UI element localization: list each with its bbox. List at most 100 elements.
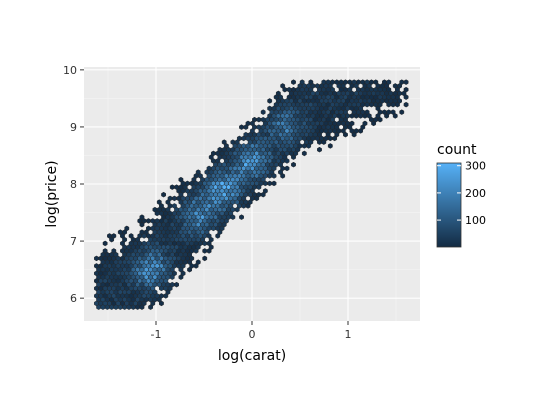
hex-cell <box>284 158 290 164</box>
hex-cell <box>395 101 400 108</box>
hex-cell <box>245 203 251 209</box>
hex-cell <box>211 225 216 232</box>
hex-cell <box>301 143 307 149</box>
hex-cell <box>239 124 244 130</box>
hex-cell <box>377 116 383 123</box>
hex-cell <box>154 210 160 217</box>
hex-cell <box>256 116 262 123</box>
x-axis-ticks: -1 0 1 <box>151 321 352 341</box>
x-tick-label: -1 <box>151 328 162 341</box>
hex-cell <box>358 128 364 134</box>
hex-cell <box>254 195 260 202</box>
hex-cell <box>271 173 277 179</box>
hex-cell <box>202 255 208 262</box>
hex-cell <box>256 184 262 190</box>
legend-tick-label: 300 <box>465 160 486 173</box>
hex-cell <box>327 135 333 142</box>
hex-cell <box>169 274 175 280</box>
legend-colorbar <box>436 162 462 248</box>
x-tick-label: 0 <box>249 328 256 341</box>
legend-tick-label: 200 <box>465 187 486 200</box>
hex-cell <box>202 248 208 254</box>
hex-cell <box>104 304 110 310</box>
legend-ticks: 100 200 300 <box>437 160 486 227</box>
hex-cell <box>332 135 338 142</box>
hex-cell <box>403 101 409 108</box>
hex-cell <box>102 240 108 247</box>
hex-cell <box>139 221 145 228</box>
hex-cell <box>146 218 151 224</box>
hex-cell <box>234 206 240 213</box>
hex-cell <box>349 113 355 119</box>
y-axis-title: log(price) <box>44 160 60 227</box>
hex-cell <box>141 233 147 239</box>
hex-cell <box>317 146 322 153</box>
hex-cell <box>130 304 136 310</box>
hex-cell <box>384 113 389 119</box>
hex-cell <box>291 154 296 160</box>
hex-cell <box>202 240 208 247</box>
y-tick-label: 10 <box>63 64 77 77</box>
hex-cell <box>284 165 290 172</box>
hex-cell <box>267 180 273 187</box>
hex-cell <box>193 248 199 254</box>
hex-cell <box>163 293 169 299</box>
hex-cell <box>369 101 374 108</box>
hex-cell <box>243 124 249 130</box>
hex-cell <box>113 304 119 310</box>
hex-cell <box>390 101 396 108</box>
x-tick-label: 1 <box>345 328 352 341</box>
hex-cell <box>327 143 333 149</box>
color-legend: count 100 200 300 <box>436 142 486 248</box>
hex-cell <box>239 214 244 220</box>
hex-cell <box>280 173 286 179</box>
hex-cell <box>139 304 145 310</box>
hex-cell <box>392 113 398 119</box>
hex-cell <box>271 180 277 187</box>
hex-cell <box>100 304 106 310</box>
legend-tick-label: 100 <box>465 214 486 227</box>
hex-cell <box>282 86 288 93</box>
x-axis-title: log(carat) <box>218 348 286 364</box>
y-tick-label: 8 <box>70 178 77 191</box>
hex-cell <box>267 173 273 179</box>
hex-cell <box>206 248 212 254</box>
hex-cell <box>109 304 115 310</box>
hex-cell <box>353 113 359 119</box>
hex-cell <box>267 98 273 104</box>
hex-cell <box>306 143 312 149</box>
hex-cell <box>161 191 166 198</box>
y-tick-label: 7 <box>70 235 77 248</box>
hex-cell <box>193 263 199 269</box>
hex-cell <box>178 274 184 280</box>
hex-cell <box>117 304 123 310</box>
legend-title: count <box>437 142 477 158</box>
hex-cell <box>96 304 102 310</box>
y-tick-label: 6 <box>70 292 77 305</box>
hex-cell <box>343 131 348 138</box>
hex-cell <box>291 79 296 85</box>
hex-cell <box>94 255 99 262</box>
y-axis-ticks: 6 7 8 9 10 <box>63 64 84 305</box>
hex-cell <box>159 285 164 292</box>
hex-cell <box>135 304 141 310</box>
hex-cell <box>215 233 221 239</box>
hex-cell <box>148 304 153 310</box>
hex-cell <box>321 139 327 145</box>
hex-cell <box>403 94 409 100</box>
hex-cell <box>399 109 405 115</box>
hex-cell <box>260 109 266 115</box>
hex-cell <box>172 195 177 202</box>
hex-cell <box>122 304 128 310</box>
hex-cell <box>260 191 266 198</box>
hex-cell <box>351 131 357 138</box>
hex-cell <box>386 101 392 108</box>
hex-cell <box>126 304 132 310</box>
hex-cell <box>403 79 409 85</box>
hex-cell <box>364 101 370 108</box>
hex-cell <box>317 139 322 145</box>
hex-cell <box>109 236 115 243</box>
hex-cell <box>230 214 236 220</box>
hex-cell <box>241 203 247 209</box>
